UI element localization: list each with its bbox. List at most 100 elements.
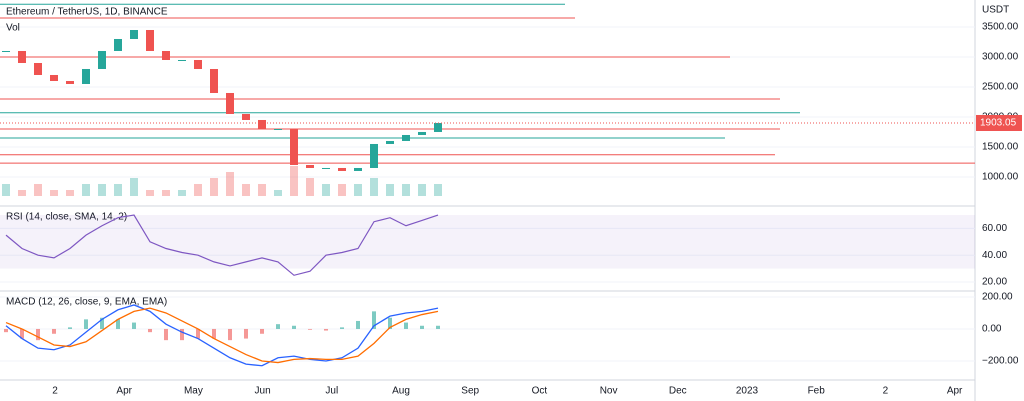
volume-bar bbox=[242, 184, 250, 196]
y-tick-label: 200.00 bbox=[982, 292, 1013, 303]
volume-bar bbox=[82, 184, 90, 196]
rsi-line bbox=[5, 214, 439, 276]
volume-bar bbox=[322, 184, 330, 196]
candle bbox=[338, 167, 346, 171]
x-tick-label: Apr bbox=[947, 386, 963, 397]
x-tick-label: 2 bbox=[52, 386, 58, 397]
candle bbox=[258, 119, 266, 129]
volume-bar bbox=[18, 190, 26, 196]
histogram-bar bbox=[100, 317, 104, 329]
histogram-bar bbox=[420, 325, 424, 329]
pane-title: RSI (14, close, SMA, 14, 2) bbox=[6, 212, 127, 223]
x-tick-label: May bbox=[184, 386, 203, 397]
histogram-bar bbox=[164, 328, 168, 341]
volume-bar bbox=[98, 184, 106, 196]
candle bbox=[322, 167, 330, 169]
volume-bar bbox=[274, 190, 282, 196]
candle bbox=[98, 50, 106, 69]
histogram-bar bbox=[132, 322, 136, 329]
candle bbox=[146, 29, 154, 51]
volume-bar bbox=[114, 184, 122, 196]
y-tick-label: 3000.00 bbox=[982, 52, 1019, 63]
y-tick-label: 40.00 bbox=[982, 250, 1007, 261]
candle bbox=[194, 59, 202, 69]
candle bbox=[50, 74, 58, 81]
x-tick-label: Aug bbox=[392, 386, 410, 397]
volume-bar bbox=[146, 190, 154, 196]
histogram-bar bbox=[260, 328, 264, 334]
candle bbox=[210, 68, 218, 93]
histogram-bar bbox=[276, 324, 280, 329]
candle bbox=[434, 122, 442, 132]
x-tick-label: Apr bbox=[116, 386, 132, 397]
candle bbox=[66, 80, 74, 84]
candle bbox=[226, 92, 234, 114]
candle bbox=[162, 50, 170, 60]
volume-bar bbox=[178, 190, 186, 196]
x-tick-label: Dec bbox=[669, 386, 687, 397]
histogram-bar bbox=[68, 327, 72, 329]
histogram-bar bbox=[244, 328, 248, 339]
histogram-bar bbox=[148, 328, 152, 333]
histogram-bar bbox=[212, 328, 216, 339]
candle bbox=[370, 143, 378, 168]
x-tick-label: 2 bbox=[883, 386, 889, 397]
volume-bar bbox=[338, 184, 346, 196]
candle bbox=[354, 167, 362, 171]
macd-line bbox=[5, 304, 439, 367]
histogram-bar bbox=[340, 327, 344, 329]
x-tick-label: Jun bbox=[255, 386, 271, 397]
histogram-bar bbox=[436, 325, 440, 329]
histogram-bar bbox=[228, 328, 232, 341]
candle bbox=[82, 68, 90, 84]
volume-bar bbox=[162, 190, 170, 196]
histogram-bar bbox=[84, 319, 88, 329]
volume-bar bbox=[306, 178, 314, 196]
histogram-bar bbox=[308, 328, 312, 330]
y-tick-label: 1500.00 bbox=[982, 142, 1019, 153]
x-tick-label: Nov bbox=[600, 386, 618, 397]
candle bbox=[18, 50, 26, 63]
volume-bar bbox=[418, 184, 426, 196]
candle bbox=[242, 113, 250, 120]
y-tick-label: 2500.00 bbox=[982, 82, 1019, 93]
candle bbox=[290, 128, 298, 165]
pane-title: Ethereum / TetherUS, 1D, BINANCE bbox=[6, 7, 168, 18]
histogram-bar bbox=[372, 311, 376, 329]
histogram-bar bbox=[52, 328, 56, 334]
histogram-bar bbox=[404, 322, 408, 329]
volume-bar bbox=[354, 184, 362, 196]
x-tick-label: Jul bbox=[325, 386, 338, 397]
unit-label: USDT bbox=[982, 5, 1009, 16]
y-tick-label: 1000.00 bbox=[982, 172, 1019, 183]
candle bbox=[34, 62, 42, 75]
y-tick-label: 3500.00 bbox=[982, 22, 1019, 33]
candle bbox=[2, 50, 10, 52]
histogram-bar bbox=[36, 328, 40, 341]
volume-bar bbox=[290, 166, 298, 196]
volume-bar bbox=[34, 184, 42, 196]
x-tick-label: Oct bbox=[532, 386, 548, 397]
histogram-bar bbox=[388, 317, 392, 329]
candle bbox=[306, 164, 314, 168]
histogram-bar bbox=[356, 320, 360, 329]
volume-bar bbox=[370, 178, 378, 196]
volume-bar bbox=[66, 190, 74, 196]
x-tick-label: Sep bbox=[461, 386, 479, 397]
y-tick-label: 20.00 bbox=[982, 277, 1007, 288]
histogram-bar bbox=[116, 319, 120, 329]
y-tick-label: −200.00 bbox=[982, 356, 1019, 367]
macd-line bbox=[5, 307, 439, 364]
y-tick-label: 60.00 bbox=[982, 223, 1007, 234]
x-tick-label: Feb bbox=[808, 386, 826, 397]
histogram-bar bbox=[196, 328, 200, 339]
subtitle: Vol bbox=[6, 23, 20, 34]
volume-bar bbox=[210, 178, 218, 196]
candle bbox=[130, 29, 138, 39]
pane-title: MACD (12, 26, close, 9, EMA, EMA) bbox=[6, 297, 167, 308]
histogram-bar bbox=[324, 328, 328, 331]
histogram-bar bbox=[292, 325, 296, 329]
last-price-label: 1903.05 bbox=[980, 118, 1017, 129]
volume-bar bbox=[130, 178, 138, 196]
